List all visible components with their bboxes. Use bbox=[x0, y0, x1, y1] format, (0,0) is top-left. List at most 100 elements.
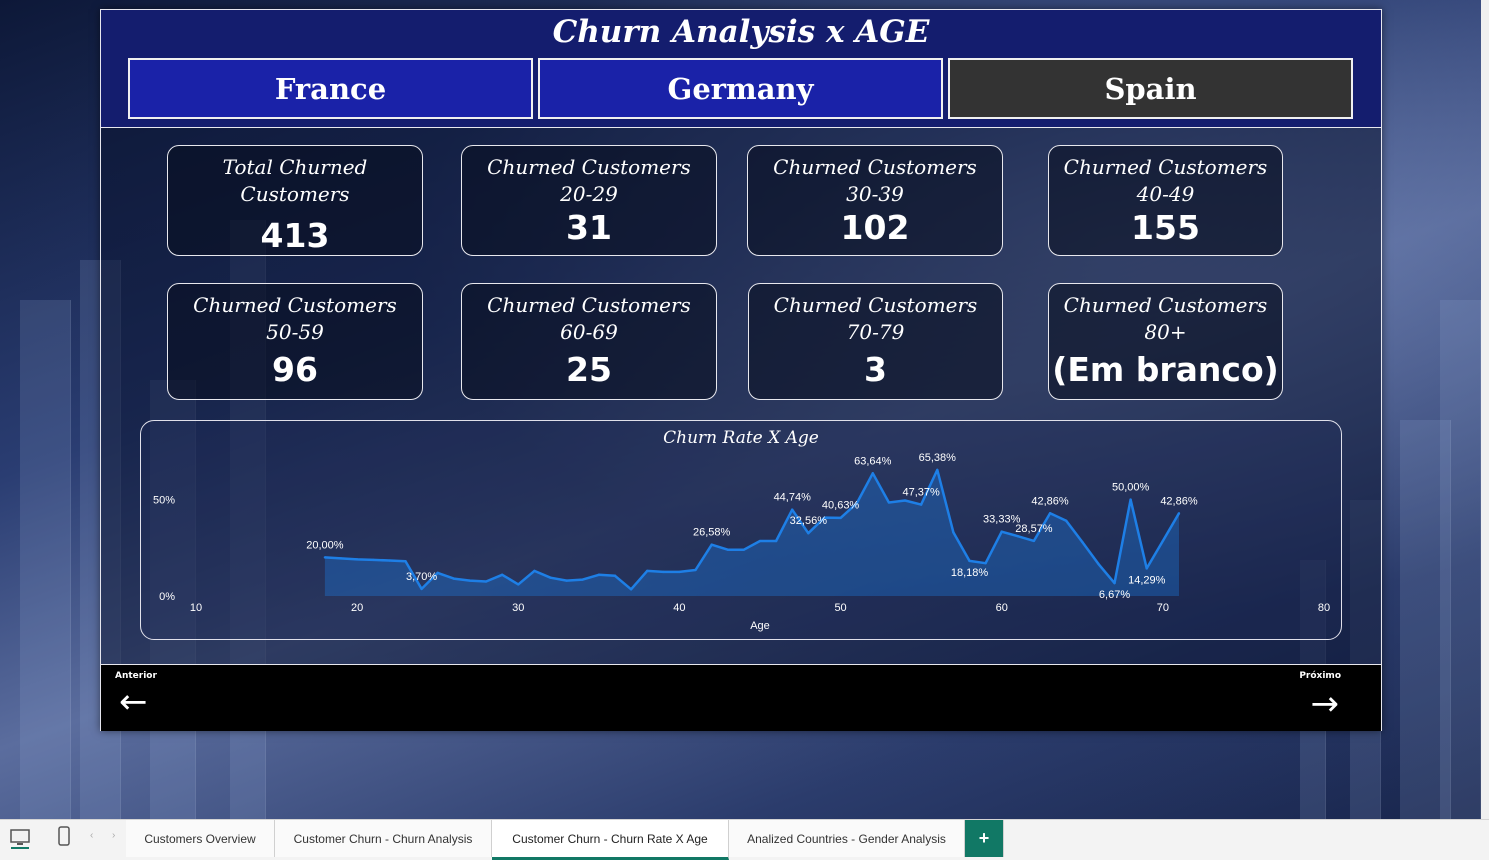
card-churned-70-79: Churned Customers 70-79 3 bbox=[748, 283, 1003, 400]
chart-canvas: 0% 50% 10 20 30 40 50 60 70 80 Age 20,00% 3,70% 26,58… bbox=[153, 452, 1330, 632]
x-tick-label: 60 bbox=[996, 602, 1008, 614]
x-axis-label: Age bbox=[750, 620, 770, 632]
data-point bbox=[484, 580, 488, 583]
data-point bbox=[936, 468, 939, 472]
data-label: 65,38% bbox=[919, 452, 957, 464]
card-churned-20-29: Churned Customers 20-29 31 bbox=[461, 145, 717, 256]
country-button-france[interactable]: France bbox=[128, 58, 533, 119]
data-point bbox=[533, 569, 536, 573]
card-churned-40-49: Churned Customers 40-49 155 bbox=[1048, 145, 1283, 256]
card-label: Churned Customers 70-79 bbox=[773, 293, 978, 344]
card-label: Churned Customers 80+ bbox=[1063, 293, 1268, 344]
data-point bbox=[581, 578, 584, 581]
data-point bbox=[468, 579, 472, 582]
series-line bbox=[324, 468, 1181, 591]
chart-title: Churn Rate X Age bbox=[663, 428, 819, 448]
data-point bbox=[1000, 530, 1003, 533]
data-point bbox=[952, 531, 955, 534]
country-button-spain[interactable]: Spain bbox=[948, 58, 1353, 119]
data-label: 26,58% bbox=[693, 527, 731, 539]
data-point bbox=[887, 501, 891, 504]
data-point bbox=[823, 516, 826, 519]
data-point bbox=[597, 573, 601, 576]
data-point bbox=[807, 532, 810, 535]
x-tick-label: 70 bbox=[1157, 602, 1169, 614]
data-label: 63,64% bbox=[854, 455, 892, 467]
x-tick-label: 30 bbox=[512, 602, 524, 614]
data-label: 14,29% bbox=[1128, 574, 1166, 586]
card-value: 31 bbox=[566, 208, 612, 247]
data-point bbox=[984, 562, 987, 565]
data-point bbox=[758, 539, 762, 543]
data-point bbox=[742, 548, 746, 551]
data-point bbox=[1177, 512, 1181, 515]
card-value: (Em branco) bbox=[1052, 350, 1279, 389]
data-point bbox=[1064, 519, 1068, 522]
next-arrow-icon[interactable]: → bbox=[1310, 684, 1340, 724]
data-point bbox=[1081, 540, 1084, 544]
background-bar bbox=[20, 300, 71, 820]
data-point bbox=[1016, 535, 1020, 538]
data-label: 42,86% bbox=[1160, 495, 1198, 507]
data-point bbox=[323, 556, 327, 559]
data-point bbox=[549, 576, 552, 579]
data-point bbox=[629, 588, 633, 591]
data-label: 44,74% bbox=[774, 492, 812, 504]
tab-churn-analysis[interactable]: Customer Churn - Churn Analysis bbox=[275, 820, 492, 857]
x-tick-label: 50 bbox=[834, 602, 846, 614]
data-label: 20,00% bbox=[306, 539, 344, 551]
data-label: 47,37% bbox=[902, 487, 940, 499]
tab-churn-rate-age[interactable]: Customer Churn - Churn Rate X Age bbox=[492, 820, 729, 860]
card-label: Churned Customers 20-29 bbox=[487, 155, 691, 206]
data-point bbox=[678, 570, 681, 574]
card-value: 25 bbox=[566, 350, 612, 389]
data-point bbox=[1097, 562, 1100, 566]
add-page-button[interactable]: + bbox=[965, 820, 1004, 857]
tab-customers-overview[interactable]: Customers Overview bbox=[126, 820, 275, 857]
report-header: Churn Analysis x AGE France Germany Spai… bbox=[101, 10, 1381, 128]
data-label: 3,70% bbox=[406, 571, 437, 583]
card-value: 102 bbox=[840, 208, 910, 247]
country-button-germany[interactable]: Germany bbox=[538, 58, 943, 119]
card-value: 155 bbox=[1131, 208, 1200, 247]
card-label: Churned Customers 30-39 bbox=[773, 155, 977, 206]
desktop-view-icon[interactable] bbox=[9, 827, 31, 849]
tab-gender-analysis[interactable]: Analized Countries - Gender Analysis bbox=[729, 820, 965, 857]
data-point bbox=[1145, 567, 1148, 570]
scroll-left-icon[interactable]: ‹ bbox=[90, 830, 94, 841]
y-tick-label: 50% bbox=[153, 495, 175, 507]
data-point bbox=[372, 558, 375, 562]
data-label: 6,67% bbox=[1099, 589, 1130, 601]
next-label: Próximo bbox=[1299, 671, 1341, 681]
data-point bbox=[1161, 539, 1165, 543]
data-point bbox=[436, 571, 439, 575]
data-point bbox=[839, 516, 842, 520]
report-page: Churn Analysis x AGE France Germany Spai… bbox=[100, 9, 1382, 731]
data-point bbox=[565, 579, 568, 582]
card-label: Churned Customers 50-59 bbox=[193, 293, 397, 344]
background-bar bbox=[1440, 300, 1481, 820]
data-label: 28,57% bbox=[1015, 523, 1053, 535]
data-point bbox=[1113, 581, 1116, 585]
data-label: 50,00% bbox=[1112, 482, 1150, 494]
data-point bbox=[646, 569, 649, 573]
data-point bbox=[404, 560, 407, 563]
window-edge bbox=[1481, 0, 1489, 820]
data-point bbox=[774, 539, 778, 543]
churn-rate-age-chart[interactable]: Churn Rate X Age 0% 50% 10 20 30 40 50 60 70 80 Ag… bbox=[140, 420, 1342, 640]
navigation-bar: Anterior ← Próximo → bbox=[101, 664, 1381, 731]
data-point bbox=[355, 558, 359, 561]
data-point bbox=[919, 503, 923, 506]
data-point bbox=[517, 583, 520, 586]
scroll-right-icon[interactable]: › bbox=[112, 830, 116, 841]
data-point bbox=[500, 573, 504, 576]
x-tick-label: 80 bbox=[1318, 602, 1330, 614]
card-value: 96 bbox=[272, 350, 318, 389]
previous-arrow-icon[interactable]: ← bbox=[119, 682, 148, 722]
card-churned-30-39: Churned Customers 30-39 102 bbox=[747, 145, 1003, 256]
data-point bbox=[1032, 539, 1036, 543]
mobile-view-icon[interactable] bbox=[56, 826, 72, 848]
data-point bbox=[613, 574, 617, 577]
data-point bbox=[791, 508, 794, 511]
card-churned-60-69: Churned Customers 60-69 25 bbox=[461, 283, 717, 400]
